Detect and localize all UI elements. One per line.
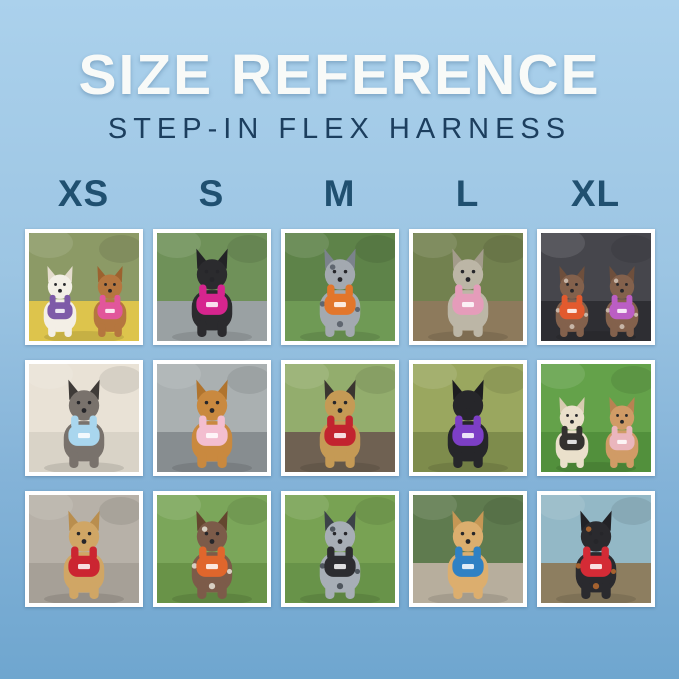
dog-figure	[191, 248, 232, 337]
page-subtitle: STEP-IN FLEX HARNESS	[107, 113, 572, 146]
dog-photo-row1-s	[152, 228, 271, 345]
page-title: SIZE REFERENCE	[78, 43, 601, 107]
dog-photo-scene	[412, 232, 523, 341]
dog-photo-scene	[540, 363, 651, 472]
dog-photo-scene	[412, 363, 523, 472]
dog-figure	[555, 396, 588, 468]
dog-photo-row1-l	[408, 228, 527, 345]
dog-photo-scene	[412, 494, 523, 603]
dog-figure	[93, 265, 126, 337]
dog-photo-scene	[28, 363, 139, 472]
size-label-s: S	[198, 172, 225, 214]
dog-photo-row2-xl	[536, 359, 655, 476]
dog-photo-scene	[156, 494, 267, 603]
dog-photo-scene	[28, 232, 139, 341]
dog-photo-row3-m	[280, 490, 399, 607]
dog-photo-row2-s	[152, 359, 271, 476]
dog-photo-row1-xs	[24, 228, 143, 345]
dog-photo-row1-m	[280, 228, 399, 345]
dog-figure	[605, 265, 638, 337]
dog-figure	[43, 265, 76, 337]
dog-figure	[319, 379, 360, 468]
dog-figure	[319, 248, 360, 337]
dog-photo-scene	[540, 232, 651, 341]
dog-figure	[447, 248, 488, 337]
size-labels-row: XS S M L XL	[25, 175, 655, 212]
dog-figure	[447, 379, 488, 468]
dog-photo-scene	[284, 232, 395, 341]
size-label-m: M	[323, 172, 356, 214]
dog-photo-scene	[540, 494, 651, 603]
dog-figure	[191, 510, 232, 599]
dog-photo-row3-xl	[536, 490, 655, 607]
dog-photo-scene	[28, 494, 139, 603]
dog-photo-row3-l	[408, 490, 527, 607]
dog-photo-scene	[284, 494, 395, 603]
dog-photo-row1-xl	[536, 228, 655, 345]
dog-photo-row3-s	[152, 490, 271, 607]
size-label-l: L	[455, 172, 480, 214]
dog-figure	[555, 265, 588, 337]
dog-figure	[63, 510, 104, 599]
dog-photo-row2-xs	[24, 359, 143, 476]
dog-photo-row2-m	[280, 359, 399, 476]
size-label-xs: XS	[57, 172, 110, 214]
dog-photo-scene	[284, 363, 395, 472]
dog-figure	[319, 510, 360, 599]
dog-photo-row2-l	[408, 359, 527, 476]
dog-figure	[605, 396, 638, 468]
dog-photo-row3-xs	[24, 490, 143, 607]
dog-figure	[447, 510, 488, 599]
dog-figure	[575, 510, 616, 599]
size-label-xl: XL	[570, 172, 621, 214]
dog-figure	[63, 379, 104, 468]
dog-photo-scene	[156, 232, 267, 341]
dog-figure	[191, 379, 232, 468]
dog-photo-scene	[156, 363, 267, 472]
photo-grid	[24, 228, 655, 607]
